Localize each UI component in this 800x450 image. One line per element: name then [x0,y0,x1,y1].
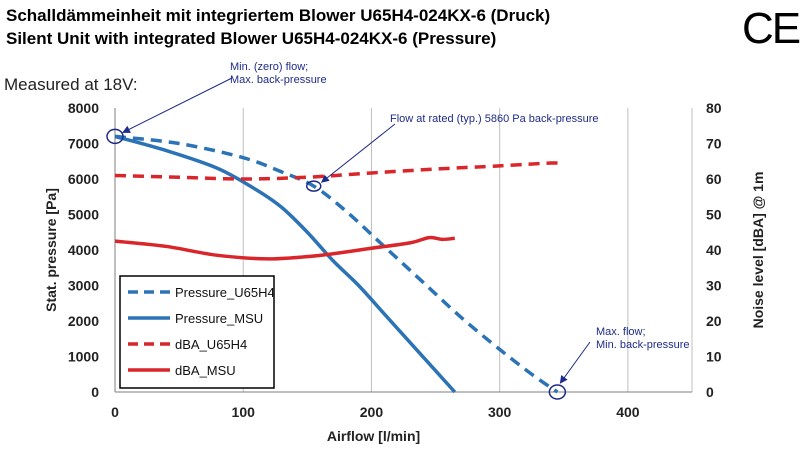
y-right-tick-label: 20 [706,313,722,329]
legend-label: Pressure_MSU [175,311,263,326]
annotation-text: Min. (zero) flow; [230,61,308,73]
x-tick-label: 300 [488,404,512,420]
y-left-tick-label: 8000 [68,100,99,116]
y-left-tick-label: 0 [91,384,99,400]
y-right-tick-label: 0 [706,384,714,400]
legend-label: Pressure_U65H4 [175,285,275,300]
annotation-text: Flow at rated (typ.) 5860 Pa back-pressu… [390,113,598,125]
title-english: Silent Unit with integrated Blower U65H4… [6,29,497,48]
series-line-dba-u65h4 [114,161,564,181]
y-right-tick-label: 40 [706,242,722,258]
y-right-tick-label: 70 [706,136,722,152]
y-right-tick-label: 30 [706,278,722,294]
y-left-tick-label: 4000 [68,242,99,258]
y-left-tick-label: 1000 [68,349,99,365]
series-line-pressure-msu [114,134,457,394]
y-axis-right-label: Noise level [dBA] @ 1m [750,172,766,329]
y-left-tick-label: 5000 [68,207,99,223]
measured-note: Measured at 18V: [4,75,138,94]
y-right-tick-label: 80 [706,100,722,116]
annotation-arrow [320,123,396,183]
x-tick-label: 100 [232,404,256,420]
y-axis-left-label: Stat. pressure [Pa] [43,188,59,312]
x-tick-label: 400 [616,404,640,420]
legend-label: dBA_U65H4 [175,337,247,352]
annotation-marker [548,384,567,400]
legend-label: dBA_MSU [175,363,236,378]
y-left-tick-label: 7000 [68,136,99,152]
annotation-arrow [559,341,591,384]
series-line-dba-msu [114,235,455,261]
y-right-tick-label: 10 [706,349,722,365]
x-tick-label: 0 [111,404,119,420]
title-german: Schalldämmeinheit mit integriertem Blowe… [6,6,551,25]
annotation-text: Max. flow; [596,326,646,338]
annotation-text: Min. back-pressure [596,339,690,351]
y-right-tick-label: 50 [706,207,722,223]
annotation-marker [305,180,322,192]
x-tick-label: 200 [360,404,384,420]
y-left-tick-label: 2000 [68,313,99,329]
annotation-text: Max. back-pressure [230,74,327,86]
y-right-tick-label: 60 [706,171,722,187]
series-line-pressure-u65h4 [114,134,559,394]
ce-mark: CE [742,4,800,53]
x-axis-label: Airflow [l/min] [327,428,420,444]
y-left-tick-label: 6000 [68,171,99,187]
y-left-tick-label: 3000 [68,278,99,294]
annotation-arrow [122,77,233,133]
annotation-marker [106,128,124,145]
